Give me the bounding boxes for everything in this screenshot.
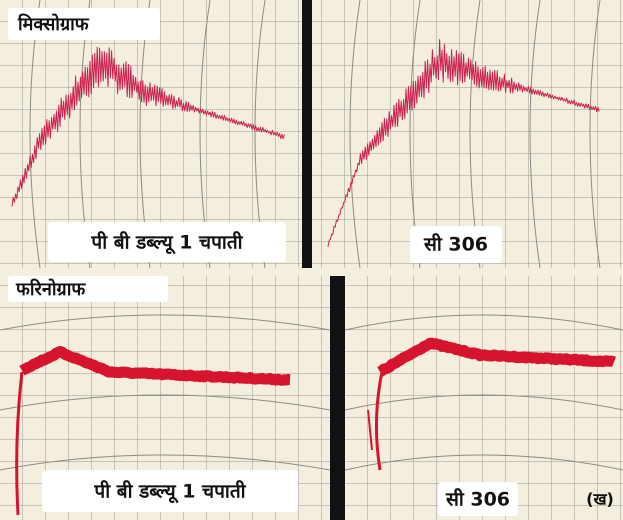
figure-label: (ख) bbox=[586, 490, 614, 509]
divider bbox=[330, 276, 345, 520]
row-title: फरिनोग्राफ bbox=[15, 278, 86, 300]
panel-label: पी बी डब्ल्यू 1 चपाती bbox=[93, 480, 246, 504]
panel-label: सी 306 bbox=[445, 488, 510, 511]
panel-label: पी बी डब्ल्यू 1 चपाती bbox=[90, 231, 243, 255]
row-title: मिक्सोग्राफ bbox=[17, 13, 90, 35]
divider bbox=[302, 0, 312, 272]
figure: मिक्सोग्राफ फरिनोग्राफ पी बी डब्ल्यू 1 च… bbox=[0, 0, 623, 520]
panel-label: सी 306 bbox=[423, 233, 488, 256]
divider bbox=[0, 268, 623, 276]
page: मिक्सोग्राफ फरिनोग्राफ पी बी डब्ल्यू 1 च… bbox=[0, 0, 623, 520]
